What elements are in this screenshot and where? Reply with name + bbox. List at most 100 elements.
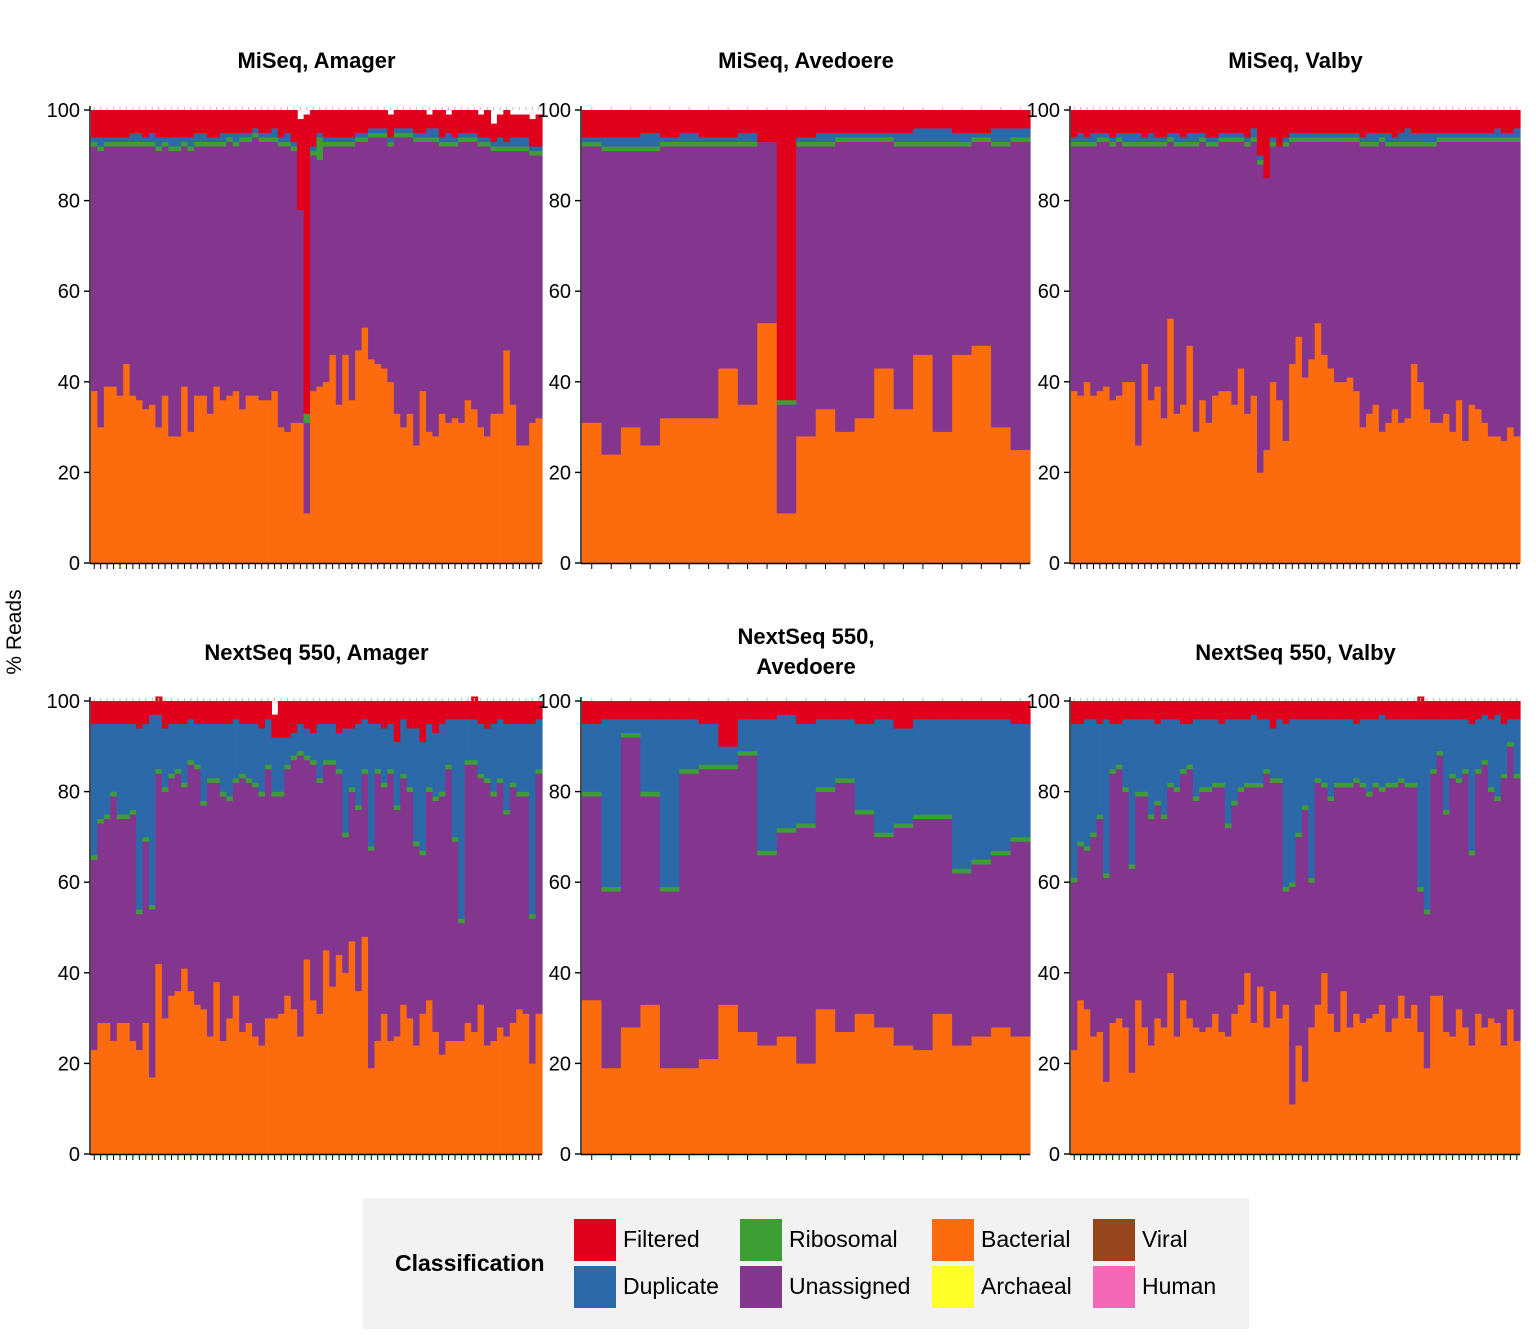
bar-segment-bacterial <box>438 413 446 564</box>
bar-segment-filtered <box>1462 701 1470 720</box>
bar-segment-unassigned <box>1391 146 1399 410</box>
bar-segment-unassigned <box>698 146 719 419</box>
bar-segment-bacterial <box>971 1036 992 1155</box>
bar-segment-bacterial <box>1122 1027 1130 1155</box>
bar-segment-unassigned <box>445 146 453 423</box>
bar-segment-bacterial <box>1500 1045 1508 1155</box>
legend-swatch-filtered <box>574 1218 616 1261</box>
bar-segment-duplicate <box>1180 723 1188 770</box>
bar-segment-ribosomal <box>1289 882 1297 888</box>
bar-segment-ribosomal <box>1224 823 1232 829</box>
bar-segment-bacterial <box>796 1063 817 1155</box>
bar-segment-filtered <box>277 110 285 138</box>
bar-segment-bacterial <box>509 404 517 564</box>
bar-segment-bacterial <box>1115 395 1123 564</box>
bar-segment-filtered <box>477 701 485 724</box>
bar-segment-duplicate <box>698 723 719 765</box>
bar-segment-unassigned <box>1109 146 1117 401</box>
bar-segment-unassigned <box>477 778 485 1005</box>
bar-segment-unassigned <box>1289 141 1297 364</box>
bar-segment-bacterial <box>426 431 434 564</box>
legend: Classification Filtered Duplicate Riboso… <box>363 1198 1249 1329</box>
bar-segment-bacterial <box>971 345 992 564</box>
bar-segment-ribosomal <box>874 137 895 143</box>
bar-segment-duplicate <box>535 146 543 152</box>
bar-segment-bacterial <box>1128 381 1136 564</box>
bar-segment-duplicate <box>1096 132 1104 138</box>
bar-segment-unassigned <box>1423 913 1431 1069</box>
bar-segment-bacterial <box>854 418 875 564</box>
bar-segment-bacterial <box>1010 449 1031 564</box>
bar-segment-ribosomal <box>1090 141 1098 147</box>
bar-segment-filtered <box>226 110 234 133</box>
bar-segment-unassigned <box>1327 141 1335 369</box>
bar-segment-unassigned <box>952 146 973 355</box>
bar-segment-bacterial <box>490 1040 498 1155</box>
bar-segment-bacterial <box>796 436 817 564</box>
bar-segment-filtered <box>1237 701 1245 720</box>
bar-segment-ribosomal <box>252 132 260 138</box>
bar-segment-filtered <box>1212 701 1220 720</box>
bar-segment-bacterial <box>129 1040 137 1155</box>
bar-segment-bacterial <box>374 1040 382 1155</box>
bar-segment-ribosomal <box>380 132 388 138</box>
y-tick-label: 60 <box>58 872 80 894</box>
bar-segment-duplicate <box>464 132 472 138</box>
bar-segment-filtered <box>1250 110 1258 129</box>
bar-segment-duplicate <box>426 723 434 788</box>
bar-segment-unassigned <box>1103 141 1111 387</box>
bar-segment-filtered <box>659 110 680 138</box>
bar-segment-duplicate <box>1385 132 1393 143</box>
bar-segment-filtered <box>187 110 195 138</box>
bar-segment-filtered <box>1103 701 1111 720</box>
bar-segment-bacterial <box>168 995 176 1155</box>
bar-segment-bacterial <box>329 986 337 1155</box>
bar-segment-bacterial <box>776 513 797 564</box>
bar-segment-duplicate <box>1109 723 1117 770</box>
bar-segment-filtered <box>1301 701 1309 720</box>
bar-segment-duplicate <box>1282 137 1290 143</box>
bar-segment-ribosomal <box>1391 141 1399 147</box>
bar-segment-ribosomal <box>1366 791 1374 797</box>
bar-segment-bacterial <box>245 1022 253 1155</box>
bar-segment-duplicate <box>1366 132 1374 143</box>
bar-segment-ribosomal <box>252 782 260 788</box>
bar-segment-unassigned <box>432 800 440 1032</box>
bar-segment-filtered <box>509 114 517 138</box>
bar-segment-unassigned <box>374 137 382 364</box>
bar-segment-duplicate <box>419 132 427 138</box>
bar-segment-duplicate <box>1141 137 1149 143</box>
bar-segment-bacterial <box>1301 1081 1309 1155</box>
bar-segment-unassigned <box>582 146 603 423</box>
bar-segment-unassigned <box>1321 141 1329 355</box>
bar-segment-duplicate <box>1301 719 1309 806</box>
y-tick-label: 100 <box>1027 691 1060 713</box>
bar-segment-ribosomal <box>477 141 485 147</box>
bar-segment-duplicate <box>232 132 240 143</box>
bar-segment-unassigned <box>796 146 817 437</box>
bar-segment-duplicate <box>1308 132 1316 138</box>
bar-segment-ribosomal <box>835 778 856 783</box>
bar-segment-unassigned <box>1212 787 1220 1014</box>
bar-segment-bacterial <box>1507 1009 1515 1155</box>
bar-segment-unassigned <box>200 805 208 1010</box>
bar-segment-bacterial <box>698 418 719 564</box>
bar-segment-duplicate <box>1180 137 1188 143</box>
bar-segment-duplicate <box>1141 719 1149 792</box>
bar-segment-unassigned <box>123 146 131 364</box>
bar-segment-bacterial <box>1430 995 1438 1155</box>
bar-segment-unassigned <box>1378 791 1386 1005</box>
bar-segment-duplicate <box>445 719 453 765</box>
bar-segment-unassigned <box>400 137 408 428</box>
bar-segment-bacterial <box>1090 1036 1098 1155</box>
bar-segment-duplicate <box>1199 132 1207 138</box>
bar-segment-ribosomal <box>316 137 324 161</box>
bar-segment-ribosomal <box>426 137 434 143</box>
bar-segment-bacterial <box>380 1013 388 1155</box>
bar-segment-unassigned <box>1096 141 1104 392</box>
bar-segment-bacterial <box>1186 1018 1194 1155</box>
bar-segment-bacterial <box>181 386 189 564</box>
y-tick-label: 40 <box>549 372 571 394</box>
bar-segment-bacterial <box>874 1027 895 1155</box>
